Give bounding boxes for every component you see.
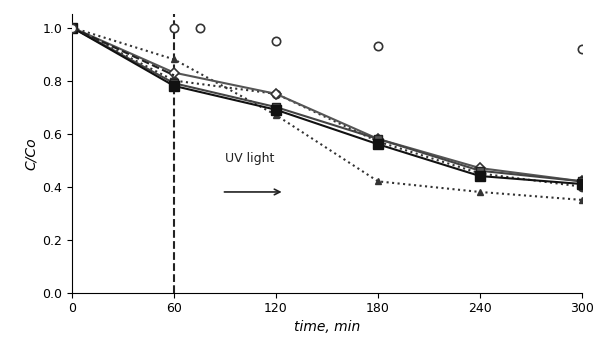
Y-axis label: C/Co: C/Co	[24, 137, 38, 170]
X-axis label: time, min: time, min	[294, 320, 360, 334]
Text: UV light: UV light	[225, 152, 274, 165]
